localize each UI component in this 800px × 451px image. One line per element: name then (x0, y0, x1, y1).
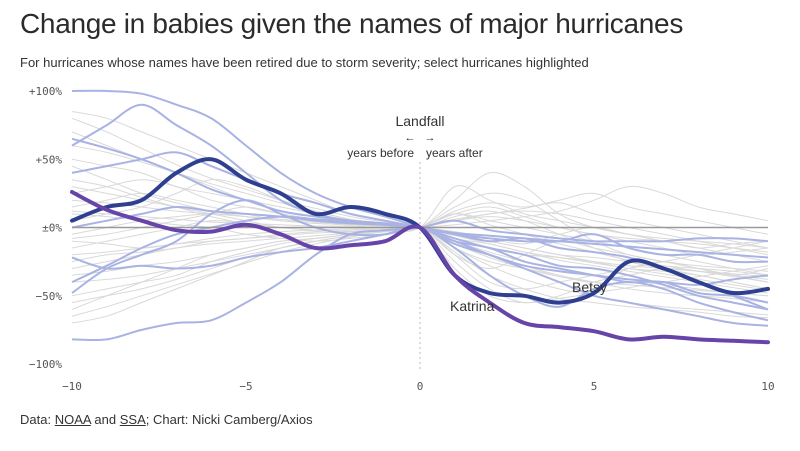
x-tick-label: 10 (761, 380, 774, 393)
arrow-right-glyph: → (425, 132, 436, 144)
arrow-left-glyph: ← (405, 132, 416, 144)
source-credit: Data: NOAA and SSA; Chart: Nicki Camberg… (20, 412, 313, 427)
x-tick-label: −10 (62, 380, 82, 393)
x-tick-label: 5 (591, 380, 598, 393)
betsy-series-label: Betsy (572, 279, 607, 295)
noaa-link[interactable]: NOAA (54, 412, 91, 427)
y-tick-label: +50% (36, 153, 63, 166)
katrina-series-label: Katrina (450, 298, 495, 314)
source-prefix: Data: (20, 412, 55, 427)
y-tick-label: ±0% (42, 222, 62, 235)
years-before-label: years before (347, 146, 414, 160)
y-tick-label: +100% (29, 85, 62, 98)
y-tick-label: −100% (29, 358, 62, 371)
source-and: and (90, 412, 120, 427)
y-axis-ticks: +100% +50% ±0% −50% −100% (29, 85, 62, 371)
katrina-series-line (70, 190, 770, 345)
highlighted-series-group (70, 157, 770, 345)
x-tick-label: 0 (417, 380, 424, 393)
chart-subtitle: For hurricanes whose names have been ret… (20, 55, 589, 70)
years-after-label: years after (426, 146, 483, 160)
ssa-link[interactable]: SSA (119, 412, 146, 427)
x-tick-label: −5 (239, 380, 252, 393)
background-series-line-6 (71, 192, 769, 310)
y-tick-label: −50% (36, 290, 63, 303)
landfall-label: Landfall (395, 113, 444, 129)
source-suffix: ; Chart: Nicki Camberg/Axios (145, 412, 313, 427)
chart-title: Change in babies given the names of majo… (20, 8, 684, 39)
x-axis-ticks: −10 −5 0 5 10 (62, 380, 775, 393)
